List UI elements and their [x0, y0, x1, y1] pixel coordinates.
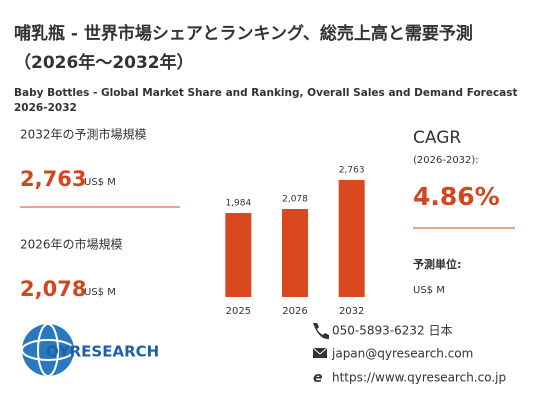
logo: QYRESEARCH — [21, 323, 159, 377]
subtitle: Baby Bottles - Global Market Share and R… — [14, 87, 518, 114]
cagr-value: 4.86% — [413, 182, 500, 211]
bar — [338, 180, 365, 297]
bar — [225, 212, 252, 297]
web-icon: e — [313, 370, 323, 386]
x-tick-label: 2026 — [282, 306, 307, 317]
cagr-period: (2026-2032): — [413, 155, 479, 166]
logo-text: QYRESEARCH — [46, 343, 159, 361]
current-value: 2,078 — [20, 277, 86, 301]
unit-label: 予測単位: — [413, 257, 461, 271]
mail-icon — [313, 348, 327, 358]
forecast-unit: US$ M — [84, 177, 116, 188]
value-label: 2,763 — [339, 166, 365, 176]
value-label: 2,078 — [282, 195, 308, 205]
phone: 050-5893-6232 日本 — [332, 324, 452, 338]
forecast-value: 2,763 — [20, 167, 86, 191]
phone-icon — [313, 323, 329, 340]
subtitle-box: Baby Bottles - Global Market Share and R… — [14, 87, 518, 114]
current-label: 2026年の市場規模 — [20, 237, 123, 252]
current-unit: US$ M — [84, 287, 116, 298]
forecast-label: 2032年の予測市場規模 — [20, 127, 147, 142]
title-box: 哺乳瓶 - 世界市場シェアとランキング、総売上高と需要予測（2026年～2032… — [14, 24, 473, 73]
cagr-label: CAGR — [413, 128, 461, 148]
logo-orbit — [37, 323, 59, 377]
website: https://www.qyresearch.co.jp — [332, 371, 506, 385]
logo-globe — [22, 324, 74, 376]
logo-orbit — [21, 339, 75, 361]
bar — [282, 209, 308, 297]
value-label: 1,984 — [225, 198, 251, 208]
unit-value: US$ M — [413, 285, 445, 296]
x-tick-label: 2025 — [226, 306, 251, 317]
x-tick-label: 2032 — [339, 306, 364, 317]
title: 哺乳瓶 - 世界市場シェアとランキング、総売上高と需要予測（2026年～2032… — [14, 24, 473, 73]
email: japan@qyresearch.com — [331, 347, 473, 361]
mail-icon-flap — [312, 347, 328, 355]
